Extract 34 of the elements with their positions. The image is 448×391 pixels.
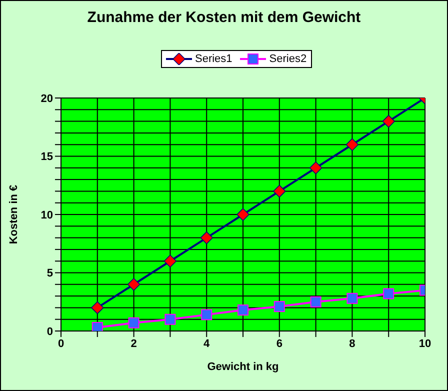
legend-label: Series2 <box>269 52 307 66</box>
point <box>346 138 359 151</box>
x-axis-title: Gewicht in kg <box>207 361 279 373</box>
y-tick-label: 0 <box>46 326 53 338</box>
point <box>164 314 176 325</box>
point <box>127 278 140 291</box>
legend-label: Series1 <box>195 52 232 66</box>
point <box>274 301 285 312</box>
x-tick-label: 6 <box>276 338 282 350</box>
point <box>346 292 358 304</box>
x-tick-label: 2 <box>130 338 137 350</box>
y-axis-title: Kosten in € <box>8 184 20 244</box>
point <box>92 322 103 331</box>
y-tick-label: 10 <box>40 209 53 222</box>
point <box>273 184 286 198</box>
point <box>200 231 213 244</box>
point <box>310 296 322 308</box>
point <box>382 114 395 128</box>
point <box>238 304 248 316</box>
point <box>91 301 104 314</box>
y-tick-label: 5 <box>46 268 53 280</box>
point <box>164 254 177 268</box>
x-tick-label: 10 <box>418 338 432 350</box>
point <box>201 309 212 320</box>
point <box>309 162 322 174</box>
x-tick-label: 4 <box>204 338 211 350</box>
point <box>128 317 140 328</box>
y-tick-label: 20 <box>40 92 53 105</box>
point <box>383 288 394 300</box>
x-tick-label: 0 <box>58 338 64 350</box>
point <box>236 208 250 221</box>
chart-title: Zunahme der Kosten mit dem Gewicht <box>86 9 362 26</box>
x-tick-label: 8 <box>349 338 356 350</box>
y-tick-label: 15 <box>40 151 53 164</box>
